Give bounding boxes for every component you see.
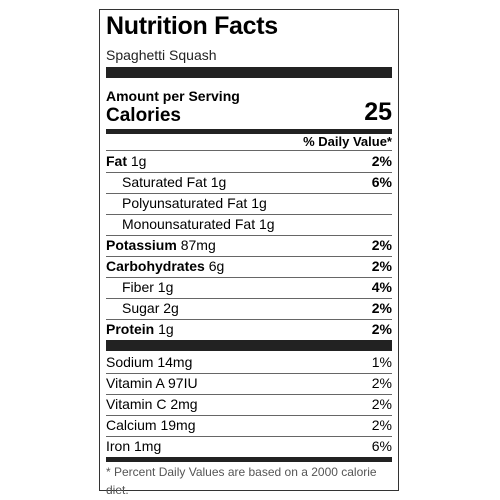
thick-divider (106, 67, 392, 78)
row-divider (106, 319, 392, 320)
vitamin-name: Sodium (106, 354, 154, 370)
vitamin-row-vitamin-a: Vitamin A 97IU 2% (106, 373, 392, 394)
vitamin-name: Calcium (106, 417, 157, 433)
vitamin-name: Vitamin A (106, 375, 165, 391)
nutrient-name: Potassium (106, 237, 177, 253)
nutrient-row-potassium: Potassium 87mg 2% (106, 235, 392, 256)
label-title: Nutrition Facts (106, 12, 278, 40)
row-divider (106, 298, 392, 299)
nutrient-row-saturated-fat: Saturated Fat 1g 6% (106, 172, 392, 193)
nutrient-amount: 1g (258, 216, 275, 232)
vitamin-row-iron: Iron 1mg 6% (106, 436, 392, 457)
nutrient-name: Sugar (122, 300, 160, 316)
vitamin-pct: 6% (371, 438, 392, 454)
food-name: Spaghetti Squash (106, 47, 217, 63)
nutrient-row-fiber: Fiber 1g 4% (106, 277, 392, 298)
vitamin-pct: 1% (371, 354, 392, 370)
daily-value-header: % Daily Value* (303, 134, 392, 149)
row-divider (106, 394, 392, 395)
amount-per-serving: Amount per Serving (106, 88, 240, 104)
nutrient-amount: 1g (157, 279, 174, 295)
medium-divider (106, 457, 392, 462)
nutrient-amount: 1g (130, 153, 147, 169)
nutrient-pct: 2% (371, 153, 392, 169)
vitamin-name: Iron (106, 438, 131, 454)
nutrient-row-fat: Fat 1g 2% (106, 151, 392, 172)
row-divider (106, 172, 392, 173)
vitamin-amount: 19mg (160, 417, 196, 433)
row-divider (106, 373, 392, 374)
vitamin-name: Vitamin C (106, 396, 167, 412)
nutrient-pct: 6% (371, 174, 392, 190)
nutrient-row-protein: Protein 1g 2% (106, 319, 392, 340)
thick-divider (106, 340, 392, 351)
vitamin-amount: 14mg (157, 354, 193, 370)
nutrient-pct: 4% (371, 279, 392, 295)
row-divider (106, 214, 392, 215)
nutrition-facts-label: Nutrition Facts Spaghetti Squash Amount … (99, 9, 399, 497)
nutrient-pct: 2% (371, 258, 392, 274)
row-divider (106, 150, 392, 151)
calories-value: 25 (364, 98, 392, 126)
vitamin-amount: 2mg (170, 396, 198, 412)
nutrient-name: Protein (106, 321, 155, 337)
nutrient-name: Fat (106, 153, 127, 169)
nutrient-name: Polyunsaturated Fat (122, 195, 248, 211)
nutrient-row-polyunsaturated-fat: Polyunsaturated Fat 1g (106, 193, 392, 214)
nutrient-name: Saturated Fat (122, 174, 207, 190)
nutrient-row-carbohydrates: Carbohydrates 6g 2% (106, 256, 392, 277)
nutrient-name: Fiber (122, 279, 154, 295)
row-divider (106, 235, 392, 236)
row-divider (106, 256, 392, 257)
row-divider (106, 436, 392, 437)
vitamin-amount: 1mg (134, 438, 162, 454)
vitamin-row-calcium: Calcium 19mg 2% (106, 415, 392, 436)
nutrient-amount: 1g (210, 174, 227, 190)
nutrient-amount: 6g (208, 258, 225, 274)
nutrient-amount: 87mg (180, 237, 216, 253)
nutrient-amount: 1g (158, 321, 174, 337)
vitamin-pct: 2% (371, 396, 392, 412)
vitamin-row-vitamin-c: Vitamin C 2mg 2% (106, 394, 392, 415)
nutrient-amount: 1g (251, 195, 267, 211)
vitamin-amount: 97IU (168, 375, 198, 391)
row-divider (106, 415, 392, 416)
nutrient-name: Monounsaturated Fat (122, 216, 256, 232)
nutrient-pct: 2% (371, 321, 392, 337)
medium-divider (106, 129, 392, 134)
nutrient-amount: 2g (163, 300, 179, 316)
nutrient-row-monounsaturated-fat: Monounsaturated Fat 1g (106, 214, 392, 235)
row-divider (106, 193, 392, 194)
row-divider (106, 277, 392, 278)
nutrient-name: Carbohydrates (106, 258, 205, 274)
nutrient-pct: 2% (371, 300, 392, 316)
nutrient-row-sugar: Sugar 2g 2% (106, 298, 392, 319)
vitamin-row-sodium: Sodium 14mg 1% (106, 352, 392, 373)
daily-value-footnote: * Percent Daily Values are based on a 20… (106, 465, 377, 497)
calories-label: Calories (106, 105, 181, 126)
nutrient-pct: 2% (371, 237, 392, 253)
vitamin-pct: 2% (371, 417, 392, 433)
vitamin-pct: 2% (371, 375, 392, 391)
